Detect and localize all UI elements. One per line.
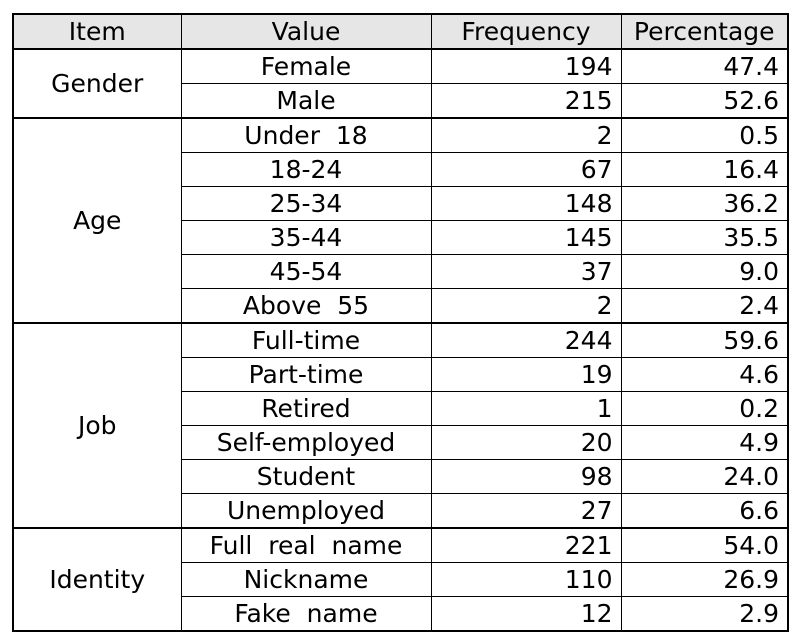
group-identity: Identity Full real name 221 54.0 Nickname 110…	[12, 527, 789, 632]
group-job: Job Full-time 244 59.6 Part-time 19 4.6 Retired…	[12, 322, 789, 529]
table-row: Male 215 52.6	[13, 83, 789, 119]
frequency-cell: 194	[430, 48, 622, 84]
table-row: Unemployed 27 6.6	[13, 493, 789, 529]
item-cell: Job	[12, 322, 182, 529]
frequency-cell: 20	[430, 425, 622, 460]
frequency-cell: 145	[430, 220, 622, 255]
frequency-cell: 244	[430, 322, 622, 358]
frequency-cell: 1	[430, 391, 622, 426]
table-row: Gender Female 194 47.4	[12, 48, 789, 119]
demographics-table: Item Value Frequency Percentage Gender Fe…	[12, 13, 789, 632]
header-row: Item Value Frequency Percentage	[12, 13, 789, 50]
percentage-cell: 59.6	[620, 322, 789, 358]
item-cell: Age	[12, 117, 182, 324]
value-cell: Unemployed	[180, 493, 432, 529]
group-age: Age Under 18 2 0.5 18-24 67 16.4 25-34 148 36.2 35…	[12, 117, 789, 324]
percentage-cell: 26.9	[620, 562, 789, 597]
frequency-cell: 148	[430, 186, 622, 221]
frequency-cell: 110	[430, 562, 622, 597]
value-cell: Female	[180, 48, 432, 84]
percentage-cell: 16.4	[620, 152, 789, 187]
percentage-cell: 2.9	[620, 596, 789, 632]
percentage-cell: 36.2	[620, 186, 789, 221]
frequency-cell: 37	[430, 254, 622, 289]
percentage-cell: 9.0	[620, 254, 789, 289]
table-row: Age Under 18 2 0.5	[12, 117, 789, 324]
table-row: 35-44 145 35.5	[13, 220, 789, 255]
frequency-cell: 27	[430, 493, 622, 529]
percentage-cell: 47.4	[620, 48, 789, 84]
value-cell: 35-44	[180, 220, 432, 255]
value-cell: Fake name	[180, 596, 432, 632]
table-header: Item Value Frequency Percentage	[12, 13, 789, 50]
table-row: Part-time 19 4.6	[13, 357, 789, 392]
percentage-cell: 54.0	[620, 527, 789, 563]
frequency-cell: 2	[430, 288, 622, 324]
percentage-cell: 35.5	[620, 220, 789, 255]
item-cell: Identity	[12, 527, 182, 632]
table-row: Fake name 12 2.9	[13, 596, 789, 632]
value-cell: Male	[180, 83, 432, 119]
percentage-cell: 24.0	[620, 459, 789, 494]
value-cell: 25-34	[180, 186, 432, 221]
value-cell: Part-time	[180, 357, 432, 392]
percentage-cell: 0.5	[620, 117, 789, 153]
percentage-cell: 0.2	[620, 391, 789, 426]
table-row: Job Full-time 244 59.6	[12, 322, 789, 529]
table-row: Nickname 110 26.9	[13, 562, 789, 597]
frequency-cell: 215	[430, 83, 622, 119]
frequency-cell: 19	[430, 357, 622, 392]
frequency-cell: 98	[430, 459, 622, 494]
frequency-cell: 12	[430, 596, 622, 632]
value-cell: Full-time	[180, 322, 432, 358]
value-cell: Self-employed	[180, 425, 432, 460]
value-cell: Nickname	[180, 562, 432, 597]
value-cell: 18-24	[180, 152, 432, 187]
table-row: Student 98 24.0	[13, 459, 789, 494]
header-item: Item	[12, 13, 182, 50]
header-percentage: Percentage	[620, 13, 789, 50]
value-cell: Retired	[180, 391, 432, 426]
percentage-cell: 52.6	[620, 83, 789, 119]
percentage-cell: 4.6	[620, 357, 789, 392]
item-cell: Gender	[12, 48, 182, 119]
table-row: Identity Full real name 221 54.0	[12, 527, 789, 632]
value-cell: Student	[180, 459, 432, 494]
table-row: 45-54 37 9.0	[13, 254, 789, 289]
table-row: Self-employed 20 4.9	[13, 425, 789, 460]
value-cell: Above 55	[180, 288, 432, 324]
group-gender: Gender Female 194 47.4 Male 215 52.6	[12, 48, 789, 119]
value-cell: Under 18	[180, 117, 432, 153]
percentage-cell: 2.4	[620, 288, 789, 324]
percentage-cell: 4.9	[620, 425, 789, 460]
percentage-cell: 6.6	[620, 493, 789, 529]
frequency-cell: 221	[430, 527, 622, 563]
frequency-cell: 2	[430, 117, 622, 153]
frequency-cell: 67	[430, 152, 622, 187]
value-cell: Full real name	[180, 527, 432, 563]
value-cell: 45-54	[180, 254, 432, 289]
header-frequency: Frequency	[430, 13, 622, 50]
header-value: Value	[180, 13, 432, 50]
table-row: Retired 1 0.2	[13, 391, 789, 426]
table-row: Above 55 2 2.4	[13, 288, 789, 324]
